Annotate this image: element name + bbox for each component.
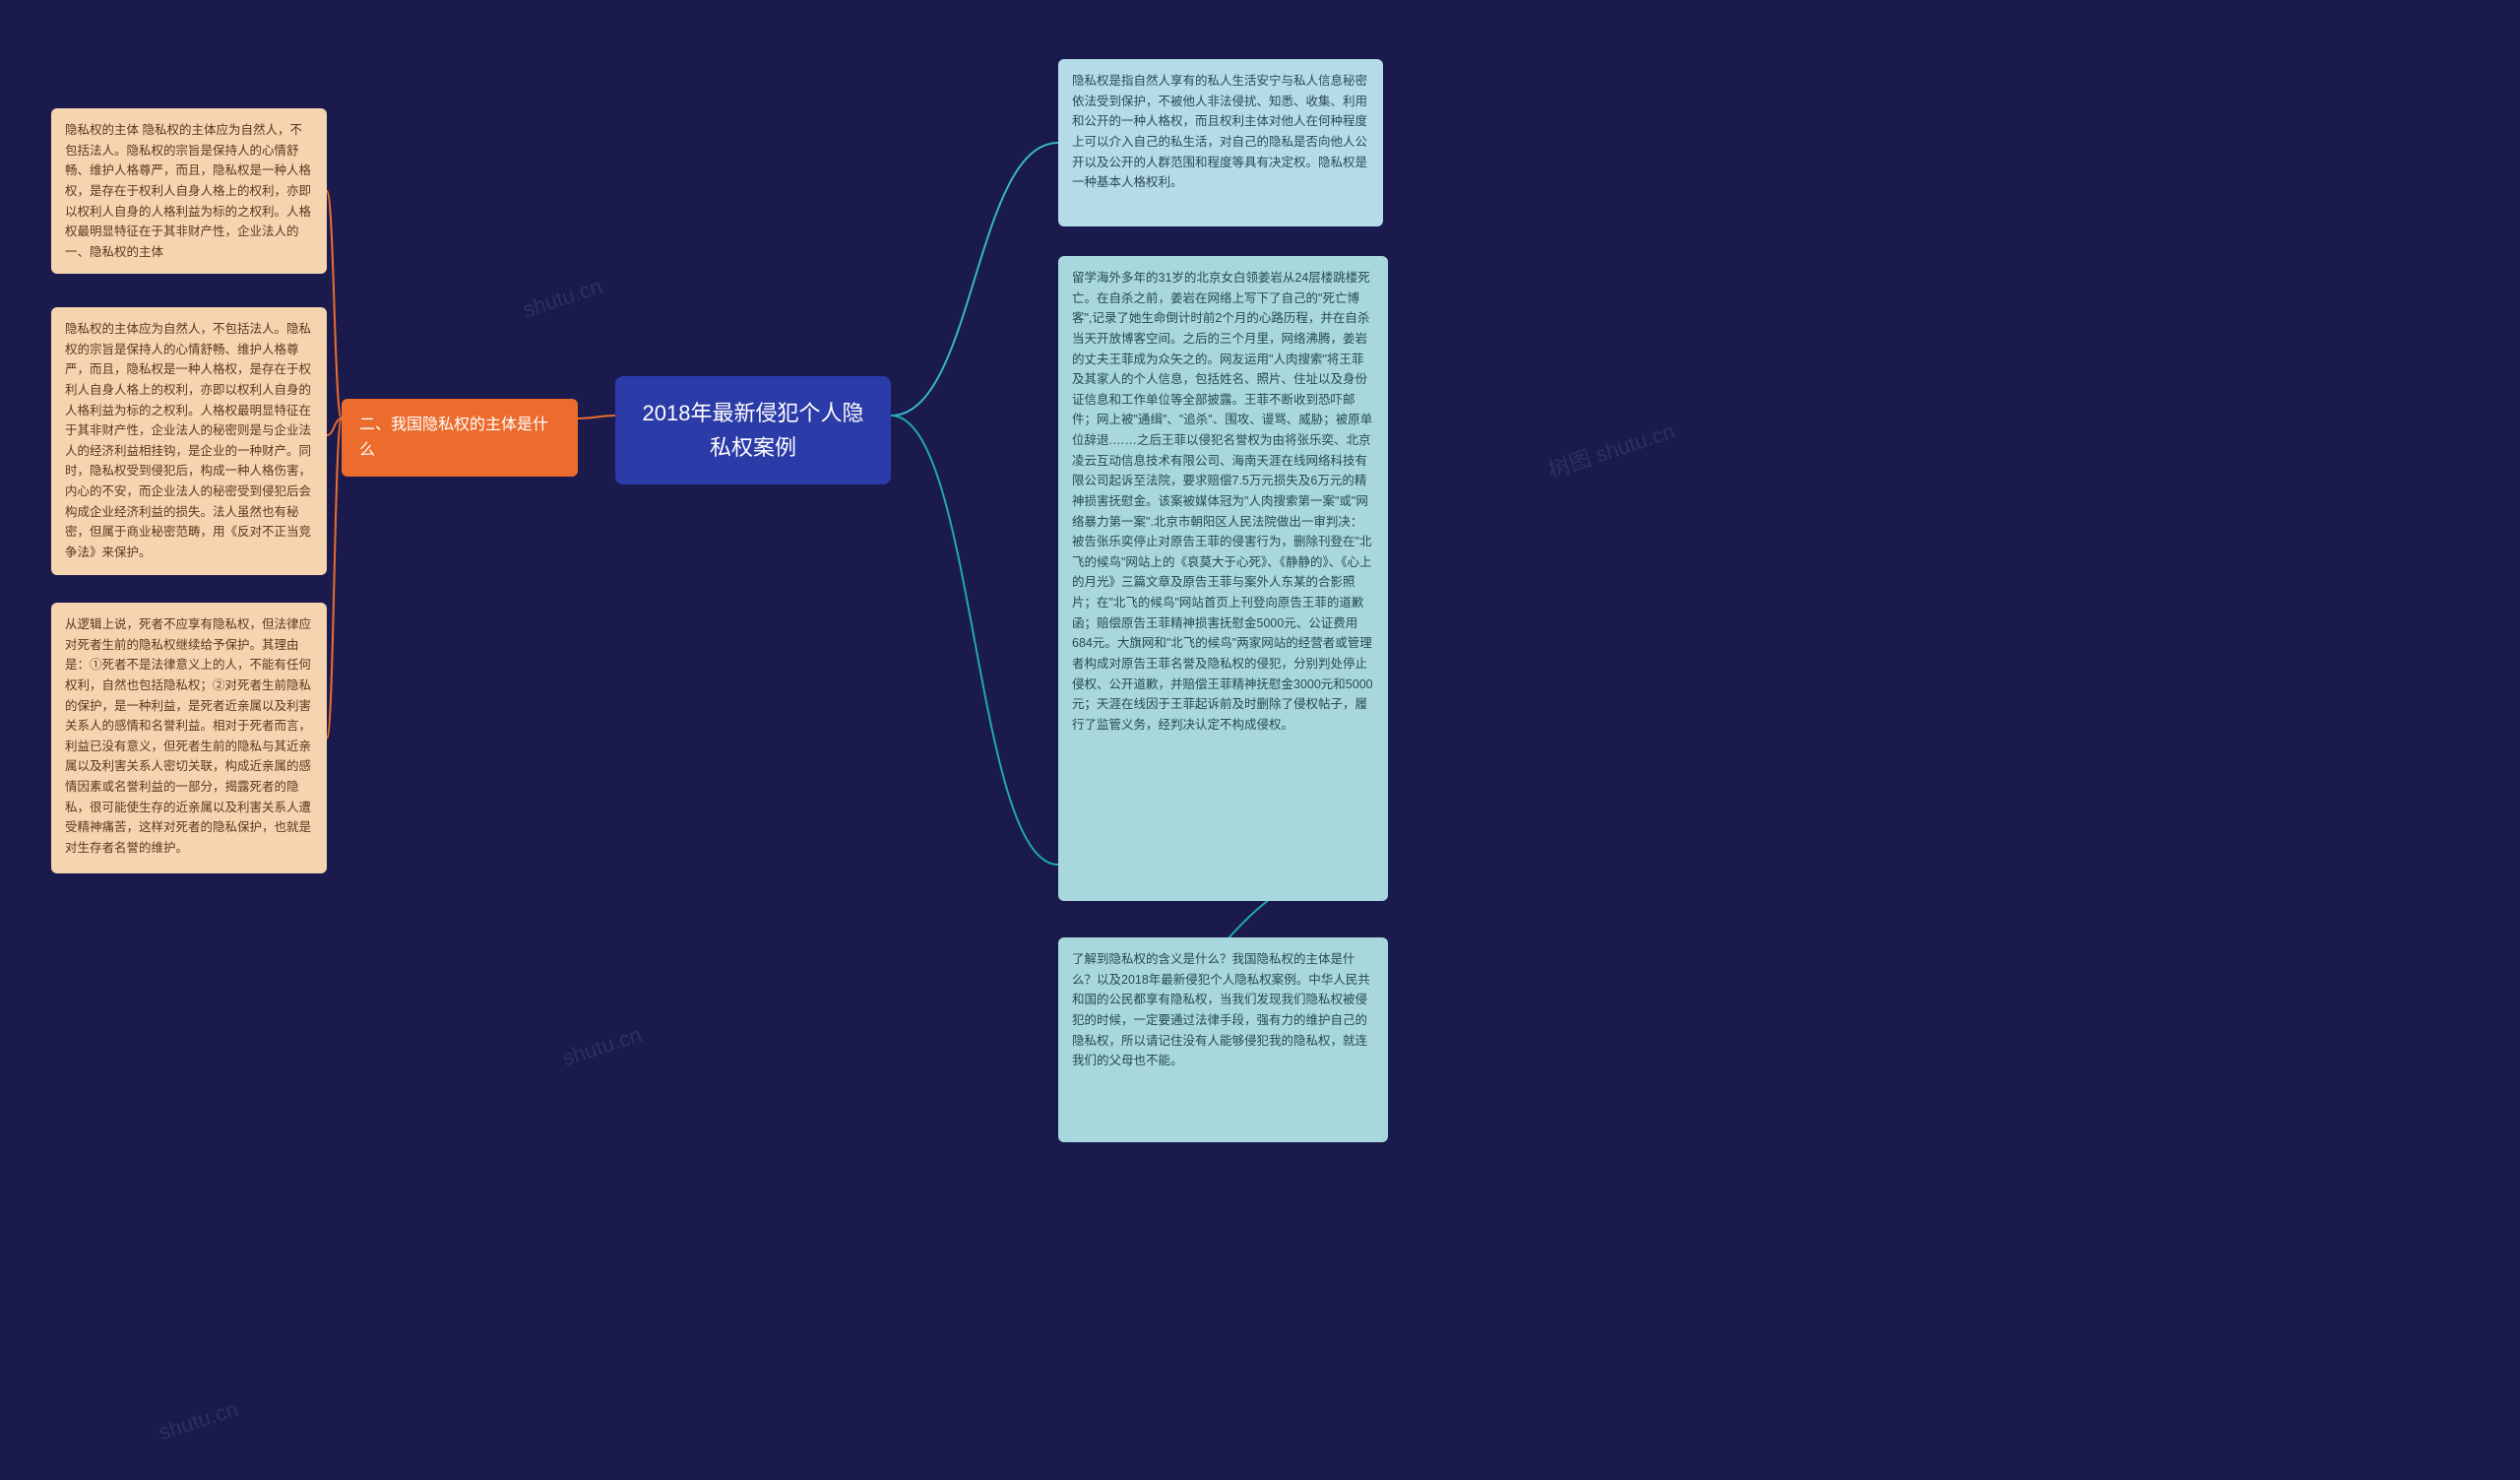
mindmap-canvas: 2018年最新侵犯个人隐私权案例 一、隐私权的含义是什么 隐私权是指自然人享有的… xyxy=(0,0,2520,1480)
branch-3-leaf-2[interactable]: 了解到隐私权的含义是什么？我国隐私权的主体是什么？以及2018年最新侵犯个人隐私… xyxy=(1058,937,1388,1142)
watermark: 树图 shutu.cn xyxy=(1544,414,1678,484)
branch-2-leaf-1-text: 隐私权的主体 隐私权的主体应为自然人，不包括法人。隐私权的宗旨是保持人的心情舒畅… xyxy=(65,123,311,259)
branch-3-leaf-1-text: 留学海外多年的31岁的北京女白领姜岩从24层楼跳楼死亡。在自杀之前，姜岩在网络上… xyxy=(1072,271,1373,732)
watermark: shutu.cn xyxy=(520,274,605,323)
center-title: 2018年最新侵犯个人隐私权案例 xyxy=(639,396,867,465)
branch-1-leaf-1-text: 隐私权是指自然人享有的私人生活安宁与私人信息秘密依法受到保护，不被他人非法侵扰、… xyxy=(1072,74,1367,189)
branch-2-leaf-3[interactable]: 从逻辑上说，死者不应享有隐私权，但法律应对死者生前的隐私权继续给予保护。其理由是… xyxy=(51,603,327,873)
branch-3-leaf-1[interactable]: 留学海外多年的31岁的北京女白领姜岩从24层楼跳楼死亡。在自杀之前，姜岩在网络上… xyxy=(1058,256,1388,901)
branch-2-leaf-3-text: 从逻辑上说，死者不应享有隐私权，但法律应对死者生前的隐私权继续给予保护。其理由是… xyxy=(65,617,311,855)
branch-2-leaf-2-text: 隐私权的主体应为自然人，不包括法人。隐私权的宗旨是保持人的心情舒畅、维护人格尊严… xyxy=(65,322,311,559)
watermark: shutu.cn xyxy=(156,1396,241,1446)
center-node[interactable]: 2018年最新侵犯个人隐私权案例 xyxy=(615,376,891,484)
branch-2-label: 二、我国隐私权的主体是什么 xyxy=(359,417,548,459)
branch-2-leaf-2[interactable]: 隐私权的主体应为自然人，不包括法人。隐私权的宗旨是保持人的心情舒畅、维护人格尊严… xyxy=(51,307,327,575)
branch-3-leaf-2-text: 了解到隐私权的含义是什么？我国隐私权的主体是什么？以及2018年最新侵犯个人隐私… xyxy=(1072,952,1370,1067)
branch-1-leaf-1[interactable]: 隐私权是指自然人享有的私人生活安宁与私人信息秘密依法受到保护，不被他人非法侵扰、… xyxy=(1058,59,1383,226)
branch-2[interactable]: 二、我国隐私权的主体是什么 xyxy=(342,399,578,477)
watermark: shutu.cn xyxy=(559,1022,645,1071)
branch-2-leaf-1[interactable]: 隐私权的主体 隐私权的主体应为自然人，不包括法人。隐私权的宗旨是保持人的心情舒畅… xyxy=(51,108,327,274)
